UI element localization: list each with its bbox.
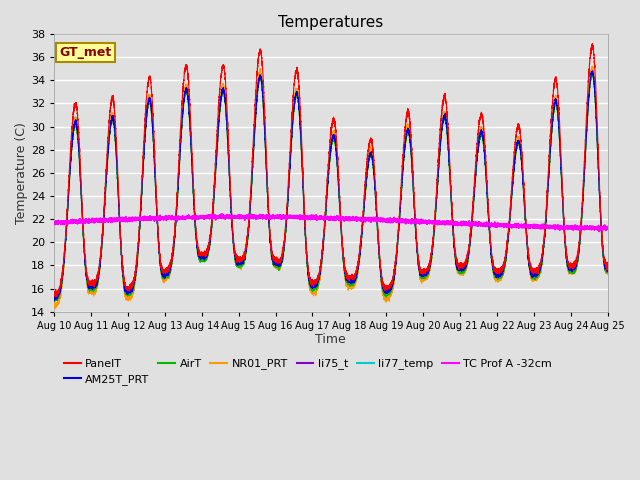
li77_temp (574, 252, 582, 258)
li75_t (455, 265, 463, 271)
AM25T_PRT (455, 267, 463, 273)
TC Prof A -32cm (217, 211, 225, 217)
li75_t (580, 168, 588, 174)
AM25T_PRT (51, 298, 58, 303)
PanelT (51, 294, 59, 300)
PanelT (574, 252, 582, 258)
li77_temp (51, 295, 59, 301)
Line: li77_temp: li77_temp (54, 67, 608, 298)
li75_t (604, 265, 612, 271)
TC Prof A -32cm (238, 214, 246, 219)
NR01_PRT (604, 269, 612, 275)
Title: Temperatures: Temperatures (278, 15, 383, 30)
Line: AirT: AirT (54, 73, 608, 301)
li77_temp (580, 164, 588, 169)
AirT (470, 190, 478, 196)
li75_t (588, 66, 596, 72)
NR01_PRT (574, 255, 582, 261)
AirT (51, 299, 58, 304)
AM25T_PRT (580, 169, 588, 175)
Line: NR01_PRT: NR01_PRT (54, 67, 608, 308)
TC Prof A -32cm (574, 226, 582, 232)
Y-axis label: Temperature (C): Temperature (C) (15, 122, 28, 224)
AM25T_PRT (574, 255, 582, 261)
NR01_PRT (580, 166, 588, 171)
li75_t (50, 296, 58, 302)
NR01_PRT (312, 288, 320, 293)
li75_t (573, 254, 581, 260)
X-axis label: Time: Time (316, 334, 346, 347)
li75_t (312, 280, 320, 286)
Line: TC Prof A -32cm: TC Prof A -32cm (54, 214, 608, 231)
li75_t (470, 187, 478, 193)
AM25T_PRT (470, 186, 478, 192)
Line: PanelT: PanelT (54, 43, 608, 297)
TC Prof A -32cm (312, 215, 320, 221)
AM25T_PRT (604, 266, 612, 272)
PanelT (238, 255, 246, 261)
AM25T_PRT (238, 261, 246, 266)
li77_temp (604, 266, 612, 272)
AirT (588, 70, 596, 76)
PanelT (589, 40, 596, 46)
PanelT (455, 266, 463, 272)
AirT (312, 285, 320, 290)
PanelT (312, 277, 320, 283)
AirT (455, 266, 463, 272)
AirT (574, 258, 582, 264)
TC Prof A -32cm (455, 220, 463, 226)
NR01_PRT (51, 305, 59, 311)
AirT (604, 269, 612, 275)
NR01_PRT (50, 302, 58, 308)
TC Prof A -32cm (580, 225, 588, 230)
li77_temp (470, 186, 478, 192)
TC Prof A -32cm (470, 223, 478, 228)
PanelT (580, 156, 588, 161)
li75_t (238, 260, 246, 266)
AirT (238, 262, 246, 268)
Text: GT_met: GT_met (60, 46, 112, 59)
Line: AM25T_PRT: AM25T_PRT (54, 71, 608, 300)
NR01_PRT (455, 269, 463, 275)
li77_temp (312, 278, 320, 284)
AM25T_PRT (589, 68, 596, 74)
li77_temp (455, 264, 463, 270)
li77_temp (238, 258, 246, 264)
NR01_PRT (589, 64, 596, 70)
li77_temp (50, 292, 58, 298)
AM25T_PRT (312, 282, 320, 288)
li77_temp (589, 64, 596, 70)
TC Prof A -32cm (604, 224, 612, 229)
PanelT (470, 180, 478, 185)
AirT (580, 172, 588, 178)
PanelT (50, 292, 58, 298)
TC Prof A -32cm (595, 228, 603, 234)
Line: li75_t: li75_t (54, 69, 608, 299)
AM25T_PRT (50, 295, 58, 300)
NR01_PRT (238, 261, 246, 266)
NR01_PRT (470, 184, 478, 190)
TC Prof A -32cm (50, 221, 58, 227)
Legend: PanelT, AM25T_PRT, AirT, NR01_PRT, li75_t, li77_temp, TC Prof A -32cm: PanelT, AM25T_PRT, AirT, NR01_PRT, li75_… (60, 354, 557, 389)
PanelT (604, 263, 612, 269)
AirT (50, 298, 58, 303)
